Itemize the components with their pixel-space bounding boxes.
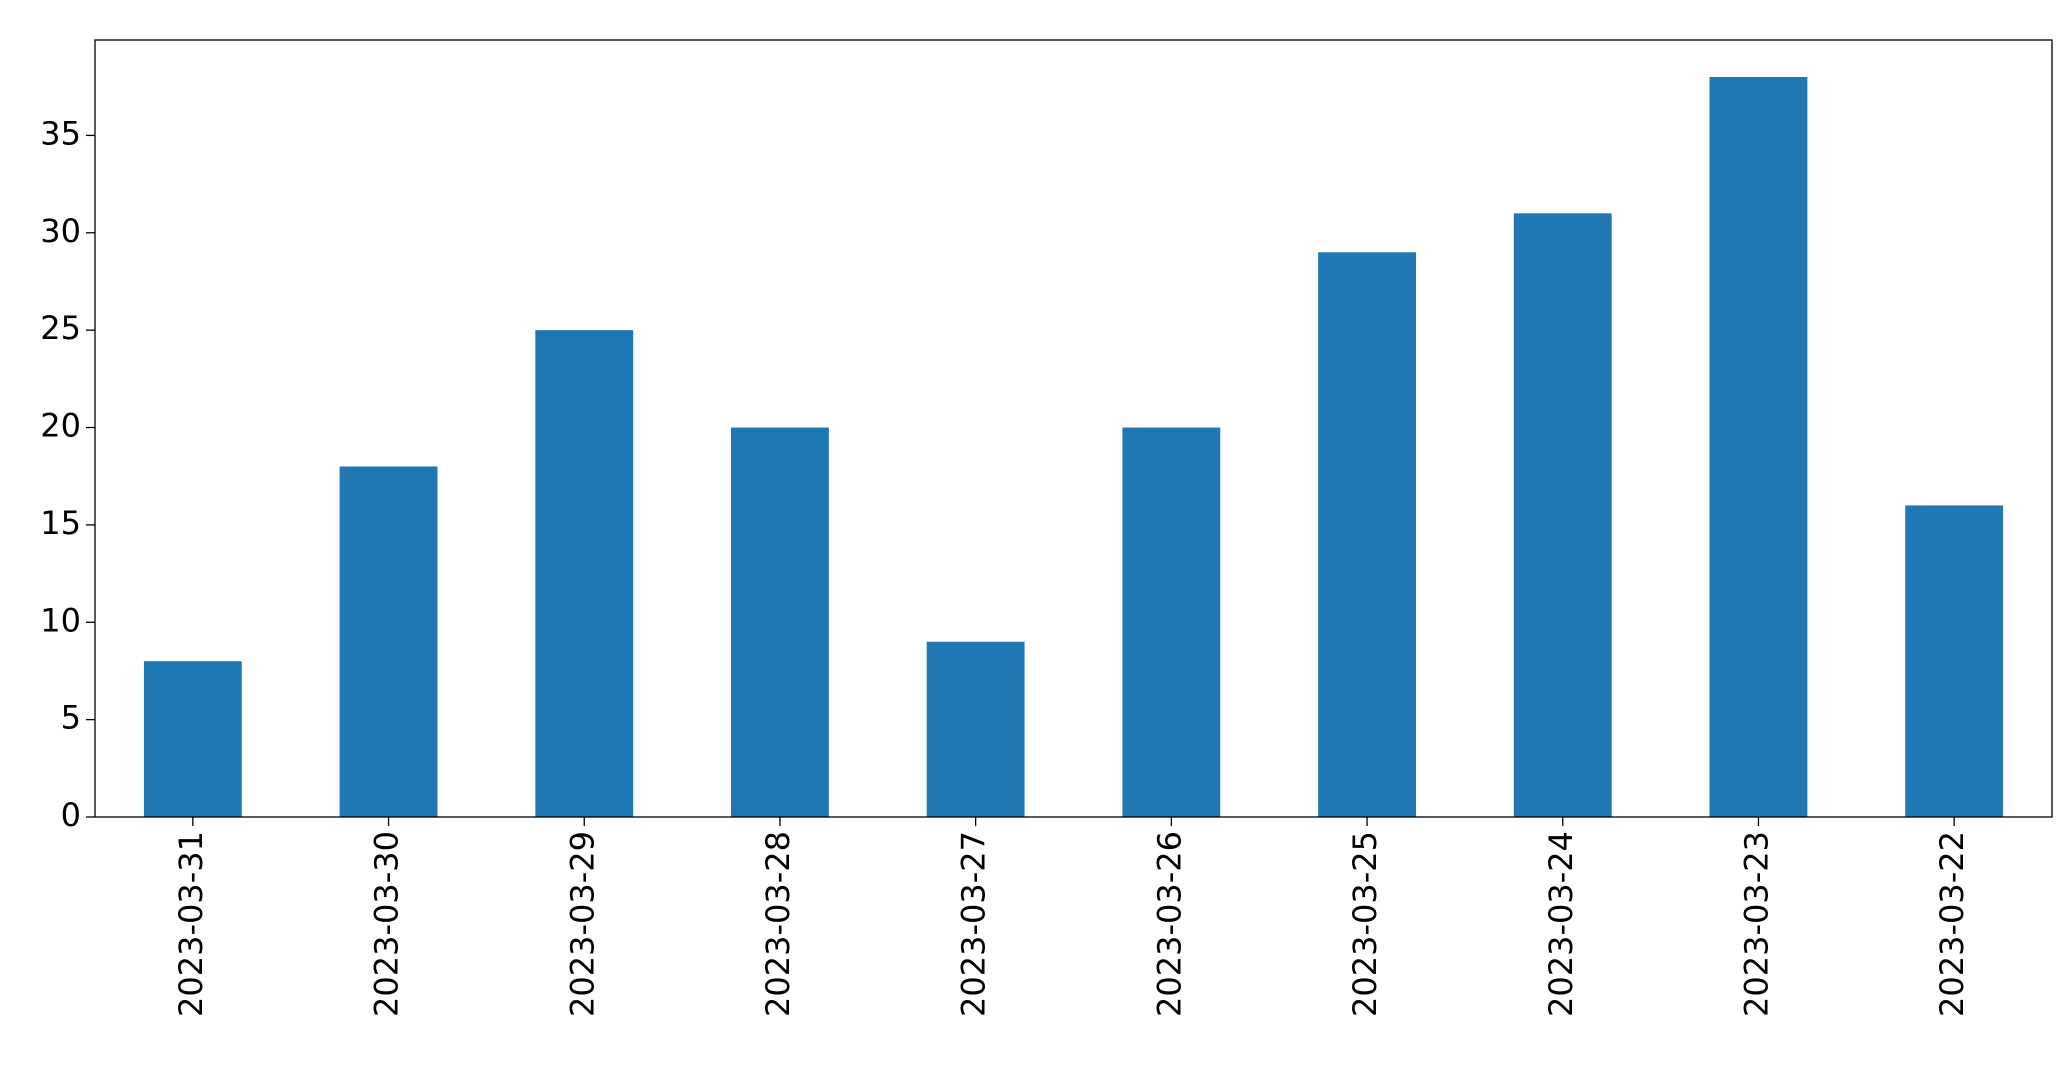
y-tick-label: 10 [40, 601, 81, 639]
bar [535, 330, 634, 817]
y-tick-label: 0 [61, 796, 81, 834]
bar [1318, 252, 1416, 817]
y-tick-label: 35 [40, 114, 81, 152]
x-tick-label: 2023-03-22 [1933, 831, 1971, 1017]
y-tick-label: 20 [40, 407, 81, 445]
bar [731, 427, 829, 817]
bar [1905, 505, 2004, 817]
x-tick-label: 2023-03-27 [955, 831, 993, 1017]
x-tick-label: 2023-03-30 [368, 831, 406, 1017]
x-tick-label: 2023-03-23 [1737, 831, 1775, 1017]
x-tick-label: 2023-03-28 [759, 831, 797, 1017]
x-tick-label: 2023-03-24 [1542, 831, 1580, 1017]
bar [339, 466, 438, 817]
x-tick-label: 2023-03-29 [563, 831, 601, 1017]
bar [1513, 213, 1612, 817]
bar [143, 661, 242, 817]
plot-frame [94, 39, 2053, 818]
y-tick-label: 15 [40, 504, 81, 542]
bar [1709, 77, 1808, 817]
y-tick-label: 30 [40, 212, 81, 250]
x-tick-label: 2023-03-31 [172, 831, 210, 1017]
y-tick-label: 5 [61, 699, 81, 737]
y-tick-label: 25 [40, 309, 81, 347]
x-tick-label: 2023-03-25 [1346, 831, 1384, 1017]
bar [1122, 427, 1221, 817]
bar [926, 641, 1025, 817]
x-tick-label: 2023-03-26 [1150, 831, 1188, 1017]
